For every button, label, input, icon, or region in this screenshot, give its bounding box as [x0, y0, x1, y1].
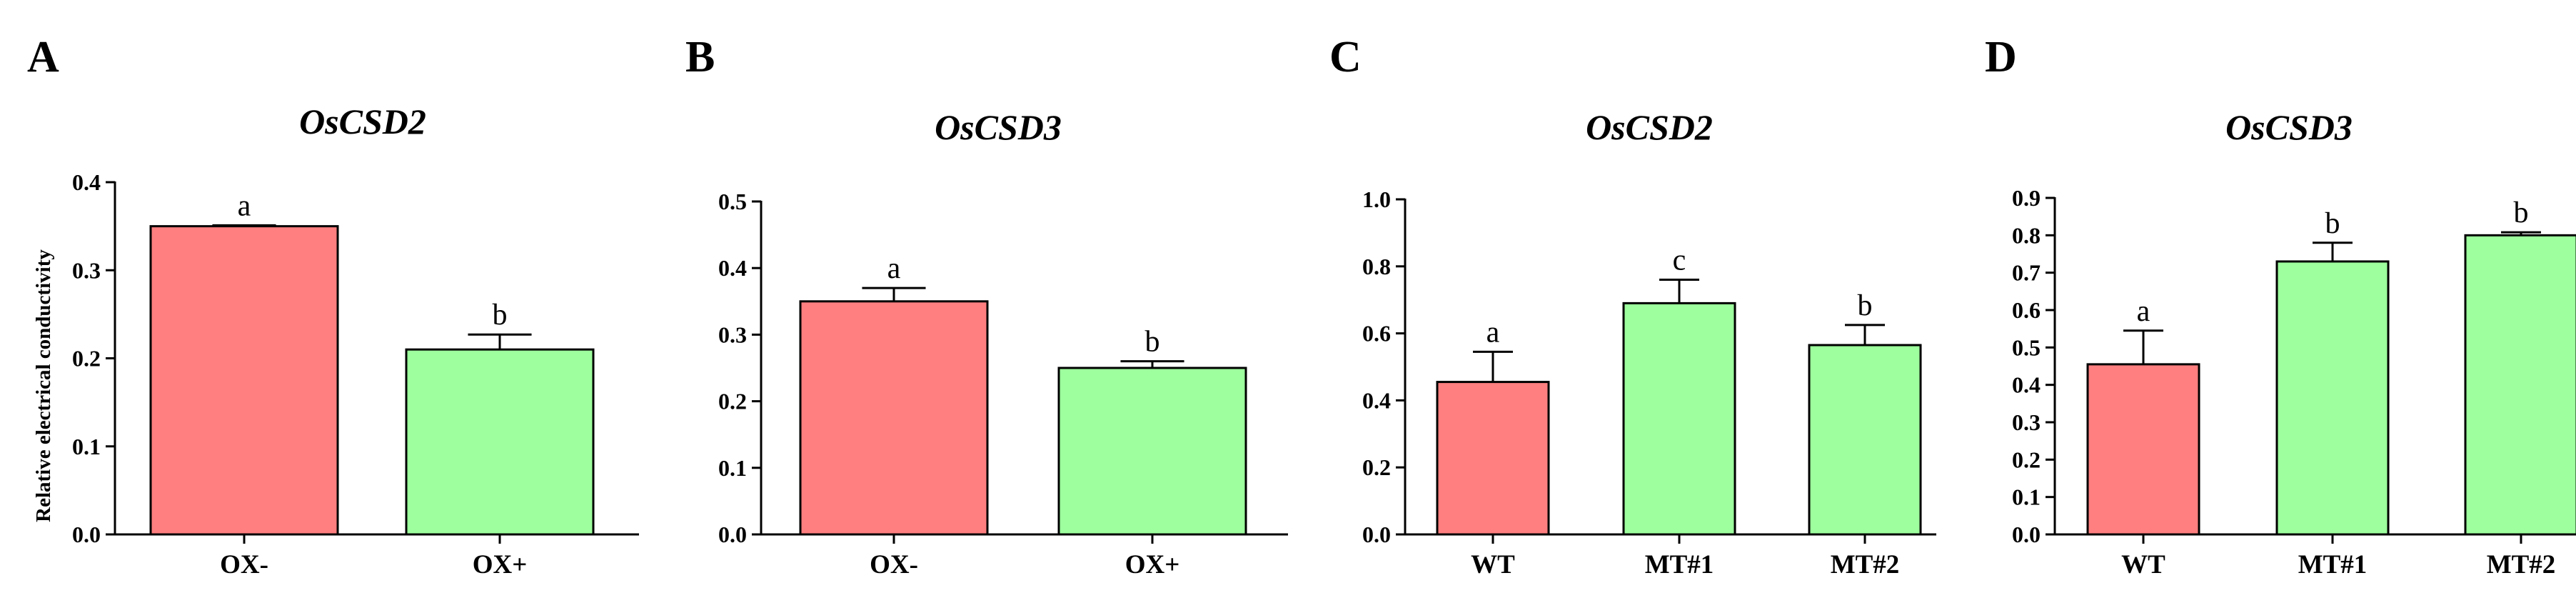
bar: [2464, 234, 2576, 536]
y-tick-label: 0.1: [2012, 484, 2041, 510]
x-tick-label: OX-: [220, 550, 268, 579]
y-tick-label: 1.0: [1362, 186, 1391, 212]
y-tick-label: 0.6: [1362, 321, 1391, 347]
plot-area: 0.0 0.1 0.2 0.3 0.4 0.5 a OX-b OX+: [718, 189, 1288, 579]
y-tick-label: 0.0: [72, 522, 101, 547]
bar: [149, 225, 339, 536]
y-axis-label: Relative electrical conductivity: [32, 249, 55, 522]
panel-a: A OsCSD2 Relative electrical conductivit…: [27, 33, 639, 579]
bar: [1436, 381, 1550, 536]
significance-label: c: [1673, 244, 1686, 277]
y-tick-label: 0.4: [718, 255, 747, 281]
chart-title: OsCSD3: [2225, 107, 2353, 147]
y-tick-label: 0.0: [718, 522, 747, 547]
y-tick-label: 0.3: [72, 257, 101, 283]
bar: [1808, 344, 1922, 536]
panel-c: C OsCSD2 0.0 0.2 0.4 0.6 0.8 1.0 a WT c MT#1 b MT#2: [1329, 33, 1936, 579]
bar: [2086, 363, 2200, 536]
significance-label: a: [238, 189, 251, 222]
y-tick-label: 0.1: [718, 455, 747, 481]
chart-title: OsCSD2: [299, 101, 426, 141]
bar: [1622, 301, 1736, 536]
panel-letter: D: [1985, 33, 2017, 81]
y-tick-label: 0.2: [2012, 447, 2041, 472]
significance-label: a: [1486, 316, 1500, 349]
y-tick-label: 0.9: [2012, 185, 2041, 211]
y-tick-label: 0.1: [72, 434, 101, 459]
y-tick-label: 0.5: [2012, 334, 2041, 360]
x-tick-label: MT#2: [1831, 550, 1900, 579]
significance-label: b: [1145, 326, 1160, 359]
significance-label: b: [2325, 207, 2340, 240]
plot-area: 0.0 0.1 0.2 0.3 0.4 a OX-b OX+: [72, 169, 639, 579]
x-tick-label: WT: [2121, 550, 2165, 579]
x-tick-label: OX+: [473, 550, 528, 579]
y-tick-label: 0.4: [72, 169, 101, 195]
x-tick-label: MT#2: [2487, 550, 2556, 579]
x-tick-label: OX-: [870, 550, 918, 579]
plot-area: 0.0 0.2 0.4 0.6 0.8 1.0 a WT c MT#1 b MT#2: [1362, 186, 1936, 579]
significance-label: a: [2137, 295, 2150, 328]
y-tick-label: 0.8: [1362, 254, 1391, 279]
x-tick-label: MT#1: [2298, 550, 2368, 579]
y-tick-label: 0.2: [1362, 454, 1391, 480]
bar: [405, 348, 595, 536]
y-tick-label: 0.8: [2012, 222, 2041, 248]
x-tick-label: WT: [1471, 550, 1515, 579]
significance-label: b: [2514, 196, 2529, 229]
y-tick-label: 0.4: [1362, 387, 1391, 413]
y-tick-label: 0.4: [2012, 372, 2041, 398]
y-tick-label: 0.7: [2012, 260, 2041, 286]
bar: [799, 300, 989, 536]
panel-b: B OsCSD3 0.0 0.1 0.2 0.3 0.4 0.5 a OX-b OX+: [685, 33, 1288, 579]
y-tick-label: 0.5: [718, 189, 747, 214]
chart-title: OsCSD2: [1586, 107, 1713, 147]
y-tick-label: 0.0: [1362, 522, 1391, 547]
y-tick-label: 0.0: [2012, 522, 2041, 547]
panel-letter: C: [1329, 33, 1362, 81]
chart-title: OsCSD3: [935, 107, 1062, 147]
y-tick-label: 0.6: [2012, 297, 2041, 323]
y-tick-label: 0.3: [718, 322, 747, 347]
panel-d: D OsCSD3 0.0 0.1 0.2 0.3 0.4 0.5 0.6 0.7 0.8 0.9 a…: [1985, 33, 2576, 579]
y-tick-label: 0.2: [72, 346, 101, 372]
significance-label: b: [1858, 289, 1873, 322]
panel-letter: B: [685, 33, 715, 81]
panel-letter: A: [27, 33, 59, 81]
y-tick-label: 0.2: [718, 389, 747, 414]
significance-label: b: [493, 299, 508, 332]
x-tick-label: OX+: [1125, 550, 1180, 579]
y-tick-label: 0.3: [2012, 409, 2041, 435]
x-tick-label: MT#1: [1645, 550, 1714, 579]
significance-label: a: [887, 252, 901, 285]
bar: [2275, 260, 2390, 536]
plot-area: 0.0 0.1 0.2 0.3 0.4 0.5 0.6 0.7 0.8 0.9 a WT b MT#1 b M…: [2012, 185, 2576, 579]
bar: [1057, 367, 1247, 536]
